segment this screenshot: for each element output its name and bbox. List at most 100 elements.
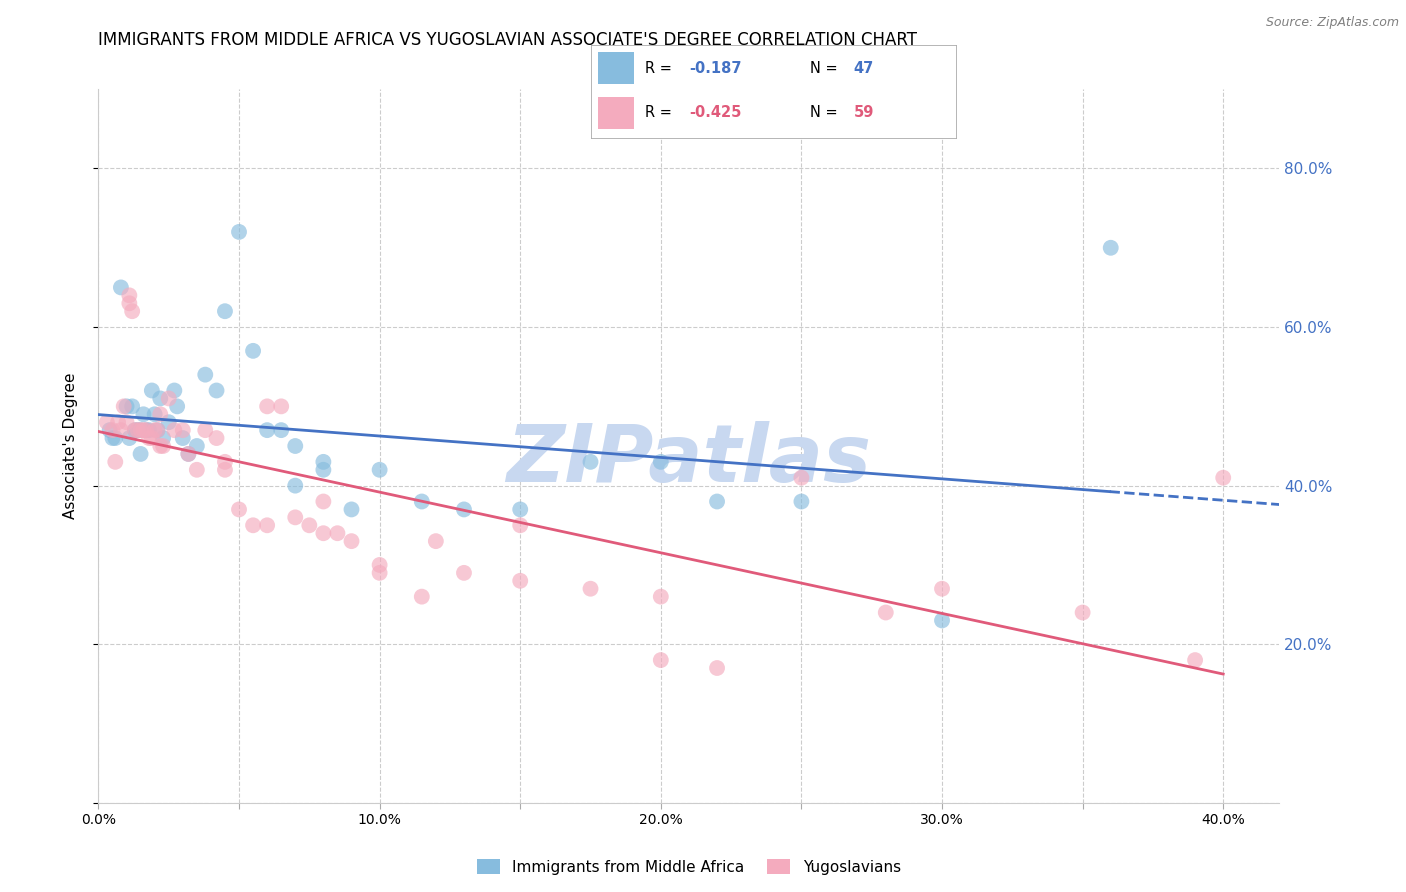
Point (127, 423, 149, 437)
Point (124, 423, 146, 437)
Point (146, 423, 169, 437)
Point (368, 558, 391, 572)
Point (256, 400, 278, 414)
Point (96, 415, 118, 429)
Y-axis label: Associate's Degree: Associate's Degree (63, 373, 77, 519)
Point (101, 431, 124, 445)
Point (138, 431, 160, 445)
Point (118, 288, 141, 302)
Bar (598, 52, 634, 84)
Point (256, 423, 278, 437)
Point (149, 439, 172, 453)
Text: IMMIGRANTS FROM MIDDLE AFRICA VS YUGOSLAVIAN ASSOCIATE'S DEGREE CORRELATION CHAR: IMMIGRANTS FROM MIDDLE AFRICA VS YUGOSLA… (98, 31, 918, 49)
Point (1071, 606, 1094, 620)
Point (790, 471, 813, 485)
Point (411, 494, 433, 508)
Point (186, 463, 208, 477)
Point (509, 574, 531, 588)
Point (242, 343, 264, 358)
Point (124, 423, 146, 437)
Point (205, 384, 228, 398)
Point (312, 455, 335, 469)
Point (194, 368, 217, 382)
Point (132, 407, 155, 421)
Bar (598, 97, 634, 129)
Point (152, 439, 174, 453)
Point (312, 463, 335, 477)
Text: R =: R = (645, 61, 676, 76)
Point (152, 431, 174, 445)
Text: N =: N = (810, 105, 842, 120)
Legend: Immigrants from Middle Africa, Yugoslavians: Immigrants from Middle Africa, Yugoslavi… (471, 853, 907, 880)
Point (98, 423, 121, 437)
Point (177, 447, 200, 461)
Point (579, 455, 602, 469)
Text: ZIPatlas: ZIPatlas (506, 421, 872, 500)
Point (284, 478, 307, 492)
Point (1212, 471, 1234, 485)
Point (509, 518, 531, 533)
Point (141, 384, 163, 398)
Point (143, 423, 166, 437)
Point (340, 534, 363, 549)
Point (129, 447, 152, 461)
Point (110, 423, 132, 437)
Text: N =: N = (810, 61, 842, 76)
Point (104, 431, 127, 445)
Point (242, 518, 264, 533)
Point (706, 494, 728, 508)
Point (157, 392, 180, 406)
Point (650, 653, 672, 667)
Point (129, 423, 152, 437)
Point (177, 447, 200, 461)
Point (790, 494, 813, 508)
Point (127, 423, 149, 437)
Point (132, 423, 155, 437)
Point (368, 566, 391, 580)
Text: -0.187: -0.187 (689, 61, 742, 76)
Point (146, 423, 169, 437)
Point (172, 423, 194, 437)
Point (118, 296, 141, 310)
Point (143, 407, 166, 421)
Point (186, 439, 208, 453)
Point (129, 423, 152, 437)
Point (214, 455, 236, 469)
Point (312, 494, 335, 508)
Point (107, 415, 129, 429)
Point (256, 518, 278, 533)
Point (228, 225, 250, 239)
Point (1184, 653, 1206, 667)
Text: 47: 47 (853, 61, 875, 76)
Point (172, 431, 194, 445)
Point (121, 400, 143, 414)
Point (270, 423, 292, 437)
Point (312, 526, 335, 541)
Point (411, 590, 433, 604)
Point (135, 423, 157, 437)
Point (284, 510, 307, 524)
Point (104, 455, 127, 469)
Point (157, 415, 180, 429)
Point (163, 384, 186, 398)
Point (214, 304, 236, 318)
Point (214, 463, 236, 477)
Point (650, 590, 672, 604)
Point (118, 431, 141, 445)
Point (110, 280, 132, 294)
Point (509, 502, 531, 516)
Point (205, 431, 228, 445)
Point (121, 304, 143, 318)
Point (115, 415, 138, 429)
Point (298, 518, 321, 533)
Point (340, 502, 363, 516)
Point (101, 423, 124, 437)
Point (115, 400, 138, 414)
Text: -0.425: -0.425 (689, 105, 741, 120)
Point (706, 661, 728, 675)
Point (453, 502, 475, 516)
Point (284, 439, 307, 453)
Text: Source: ZipAtlas.com: Source: ZipAtlas.com (1265, 16, 1399, 29)
Point (453, 566, 475, 580)
Text: R =: R = (645, 105, 676, 120)
